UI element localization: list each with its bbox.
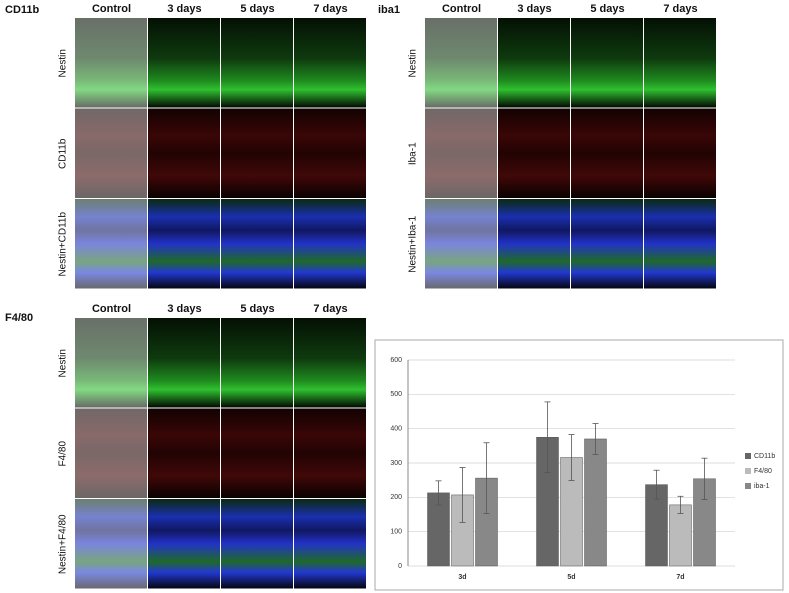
y-tick-label: 400 bbox=[390, 426, 402, 433]
legend-swatch bbox=[745, 483, 751, 489]
legend-label: F4/80 bbox=[754, 468, 772, 475]
y-tick-label: 500 bbox=[390, 391, 402, 398]
micrograph bbox=[571, 18, 643, 108]
error-bar bbox=[483, 442, 490, 514]
error-bar bbox=[653, 469, 660, 500]
column-header: 5 days bbox=[240, 3, 274, 15]
micrograph bbox=[148, 18, 220, 108]
row-label: Nestin bbox=[58, 349, 69, 377]
micrograph bbox=[294, 499, 366, 589]
micrograph bbox=[75, 408, 147, 498]
error-bar bbox=[544, 401, 551, 474]
micrograph bbox=[75, 318, 147, 408]
column-header: Control bbox=[442, 3, 481, 15]
micrograph bbox=[498, 108, 570, 198]
column-header: 3 days bbox=[517, 3, 551, 15]
row-label: Nestin bbox=[408, 49, 419, 77]
micrograph bbox=[221, 18, 293, 108]
panel-label: F4/80 bbox=[5, 312, 33, 324]
row-label: CD11b bbox=[58, 138, 69, 169]
error-bar bbox=[592, 423, 599, 455]
micrograph bbox=[644, 199, 716, 289]
bar bbox=[584, 438, 607, 567]
column-header: Control bbox=[92, 303, 131, 315]
bar bbox=[669, 504, 692, 567]
micrograph bbox=[75, 108, 147, 198]
panel-label: CD11b bbox=[5, 4, 40, 16]
row-label: F4/80 bbox=[58, 441, 69, 467]
micrograph bbox=[221, 108, 293, 198]
x-tick-label: 3d bbox=[458, 574, 466, 581]
row-label: Nestin+F4/80 bbox=[58, 514, 69, 574]
legend-label: CD11b bbox=[754, 453, 775, 460]
micrograph bbox=[425, 18, 497, 108]
legend-swatch bbox=[745, 453, 751, 459]
micrograph bbox=[644, 108, 716, 198]
legend-swatch bbox=[745, 468, 751, 474]
x-tick-label: 5d bbox=[567, 574, 575, 581]
micrograph bbox=[294, 318, 366, 408]
legend-label: iba-1 bbox=[754, 483, 770, 490]
micrograph bbox=[425, 108, 497, 198]
y-tick-label: 300 bbox=[390, 460, 402, 467]
micrograph bbox=[221, 199, 293, 289]
micrograph bbox=[498, 199, 570, 289]
x-tick-label: 7d bbox=[676, 574, 684, 581]
micrograph bbox=[294, 408, 366, 498]
error-bar bbox=[435, 480, 442, 506]
micrograph bbox=[498, 18, 570, 108]
micrograph bbox=[221, 499, 293, 589]
micrograph bbox=[221, 318, 293, 408]
micrograph bbox=[425, 199, 497, 289]
column-header: 7 days bbox=[313, 303, 347, 315]
micrograph bbox=[148, 199, 220, 289]
micrograph bbox=[644, 18, 716, 108]
micrograph bbox=[221, 408, 293, 498]
column-header: 7 days bbox=[663, 3, 697, 15]
error-bar bbox=[677, 495, 684, 514]
column-header: 5 days bbox=[240, 303, 274, 315]
row-label: Nestin+Iba-1 bbox=[408, 215, 419, 272]
error-bar bbox=[701, 457, 708, 500]
y-tick-label: 200 bbox=[390, 494, 402, 501]
row-label: Nestin+CD11b bbox=[58, 212, 69, 277]
column-header: Control bbox=[92, 3, 131, 15]
micrograph bbox=[571, 199, 643, 289]
y-tick-label: 0 bbox=[398, 563, 402, 570]
column-header: 3 days bbox=[167, 303, 201, 315]
micrograph bbox=[571, 108, 643, 198]
micrograph bbox=[75, 499, 147, 589]
y-tick-label: 100 bbox=[390, 529, 402, 536]
micrograph bbox=[148, 408, 220, 498]
micrograph bbox=[294, 199, 366, 289]
error-bar bbox=[568, 434, 575, 481]
micrograph bbox=[148, 499, 220, 589]
micrograph bbox=[75, 199, 147, 289]
column-header: 7 days bbox=[313, 3, 347, 15]
column-header: 5 days bbox=[590, 3, 624, 15]
y-tick-label: 600 bbox=[390, 357, 402, 364]
row-label: Iba-1 bbox=[408, 142, 419, 165]
row-label: Nestin bbox=[58, 49, 69, 77]
micrograph bbox=[294, 18, 366, 108]
micrograph bbox=[294, 108, 366, 198]
column-header: 3 days bbox=[167, 3, 201, 15]
panel-label: iba1 bbox=[378, 4, 400, 16]
micrograph bbox=[148, 318, 220, 408]
micrograph bbox=[148, 108, 220, 198]
error-bar bbox=[459, 467, 466, 523]
micrograph bbox=[75, 18, 147, 108]
